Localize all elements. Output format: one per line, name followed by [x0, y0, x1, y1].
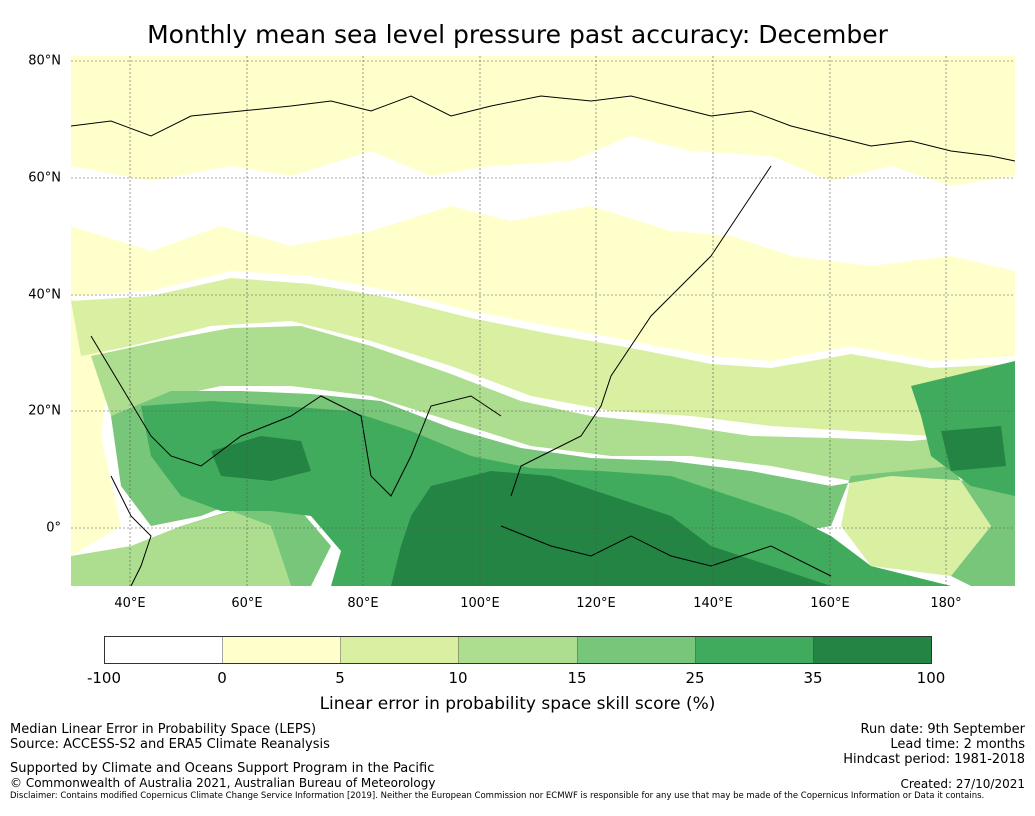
lat-label-80n: 80°N: [28, 53, 61, 69]
footer-hindcast: Hindcast period: 1981-2018: [843, 752, 1025, 767]
region-10-15-south: [71, 511, 291, 586]
footer-right-block: Run date: 9th September Lead time: 2 mon…: [843, 722, 1025, 767]
colorbar-tick: 15: [567, 669, 587, 687]
lon-label-100e: 100°E: [460, 596, 500, 611]
region-0-5-north: [71, 56, 1015, 186]
colorbar-tick: 10: [448, 669, 468, 687]
lon-label-160e: 160°E: [810, 596, 850, 611]
lon-label-180: 180°: [930, 596, 962, 611]
footer-run-date: Run date: 9th September: [860, 722, 1025, 737]
region-35-100-central: [391, 471, 831, 586]
lon-label-80e: 80°E: [347, 596, 379, 611]
lat-label-20n: 20°N: [28, 403, 61, 419]
region-35-100-pacific: [941, 426, 1006, 471]
colorbar-label: Linear error in probability space skill …: [319, 694, 716, 714]
region-35-100-arabia: [211, 436, 311, 481]
lon-label-140e: 140°E: [693, 596, 733, 611]
coastline-east-asia: [510, 165, 772, 497]
lat-label-0: 0°: [46, 520, 61, 536]
lon-label-40e: 40°E: [114, 596, 146, 611]
region-10-15: [91, 326, 1015, 481]
skill-score-map-graphic: [71, 56, 1015, 586]
region-15-25-sw: [181, 506, 331, 586]
colorbar-tick: 0: [217, 669, 227, 687]
footer-left-block: Median Linear Error in Probability Space…: [10, 722, 330, 752]
map-title: Monthly mean sea level pressure past acc…: [147, 20, 888, 49]
footer-support-block: Supported by Climate and Oceans Support …: [10, 761, 435, 791]
footer-source: Source: ACCESS-S2 and ERA5 Climate Reana…: [10, 737, 330, 752]
colorbar-segment-1: [105, 637, 224, 663]
coastline-africa-east: [110, 475, 152, 586]
colorbar-segment-3: [341, 637, 460, 663]
coastline-eurasia-north: [71, 95, 1015, 162]
coastline-maritime: [500, 525, 832, 577]
footer-supported: Supported by Climate and Oceans Support …: [10, 761, 435, 776]
colorbar-tick: 5: [335, 669, 345, 687]
lat-label-40n: 40°N: [28, 287, 61, 303]
lat-label-60n: 60°N: [28, 170, 61, 186]
footer-copyright: © Commonwealth of Australia 2021, Austra…: [10, 776, 436, 790]
coastline-arabia-india: [90, 335, 502, 497]
colorbar-tick: 100: [916, 669, 946, 687]
footer-lead-time: Lead time: 2 months: [890, 737, 1025, 752]
colorbar-segment-2: [223, 637, 342, 663]
footer-disclaimer: Disclaimer: Contains modified Copernicus…: [10, 791, 985, 801]
region-0-5-mid: [71, 206, 1015, 361]
colorbar: [104, 636, 932, 664]
colorbar-segment-4: [459, 637, 578, 663]
colorbar-segment-7: [813, 637, 931, 663]
colorbar-tick: 25: [685, 669, 705, 687]
colorbar-segment-6: [695, 637, 814, 663]
graticule: [71, 56, 1015, 586]
skill-score-map: [71, 56, 1015, 586]
footer-method: Median Linear Error in Probability Space…: [10, 722, 317, 737]
lon-label-120e: 120°E: [576, 596, 616, 611]
lon-label-60e: 60°E: [231, 596, 263, 611]
colorbar-segment-5: [577, 637, 696, 663]
colorbar-tick: -100: [86, 669, 122, 687]
coastlines: [71, 95, 1015, 586]
colorbar-tick: 35: [803, 669, 823, 687]
region-5-10: [71, 278, 1015, 436]
footer-created: Created: 27/10/2021: [900, 777, 1025, 791]
region-5-10-east: [841, 466, 991, 576]
